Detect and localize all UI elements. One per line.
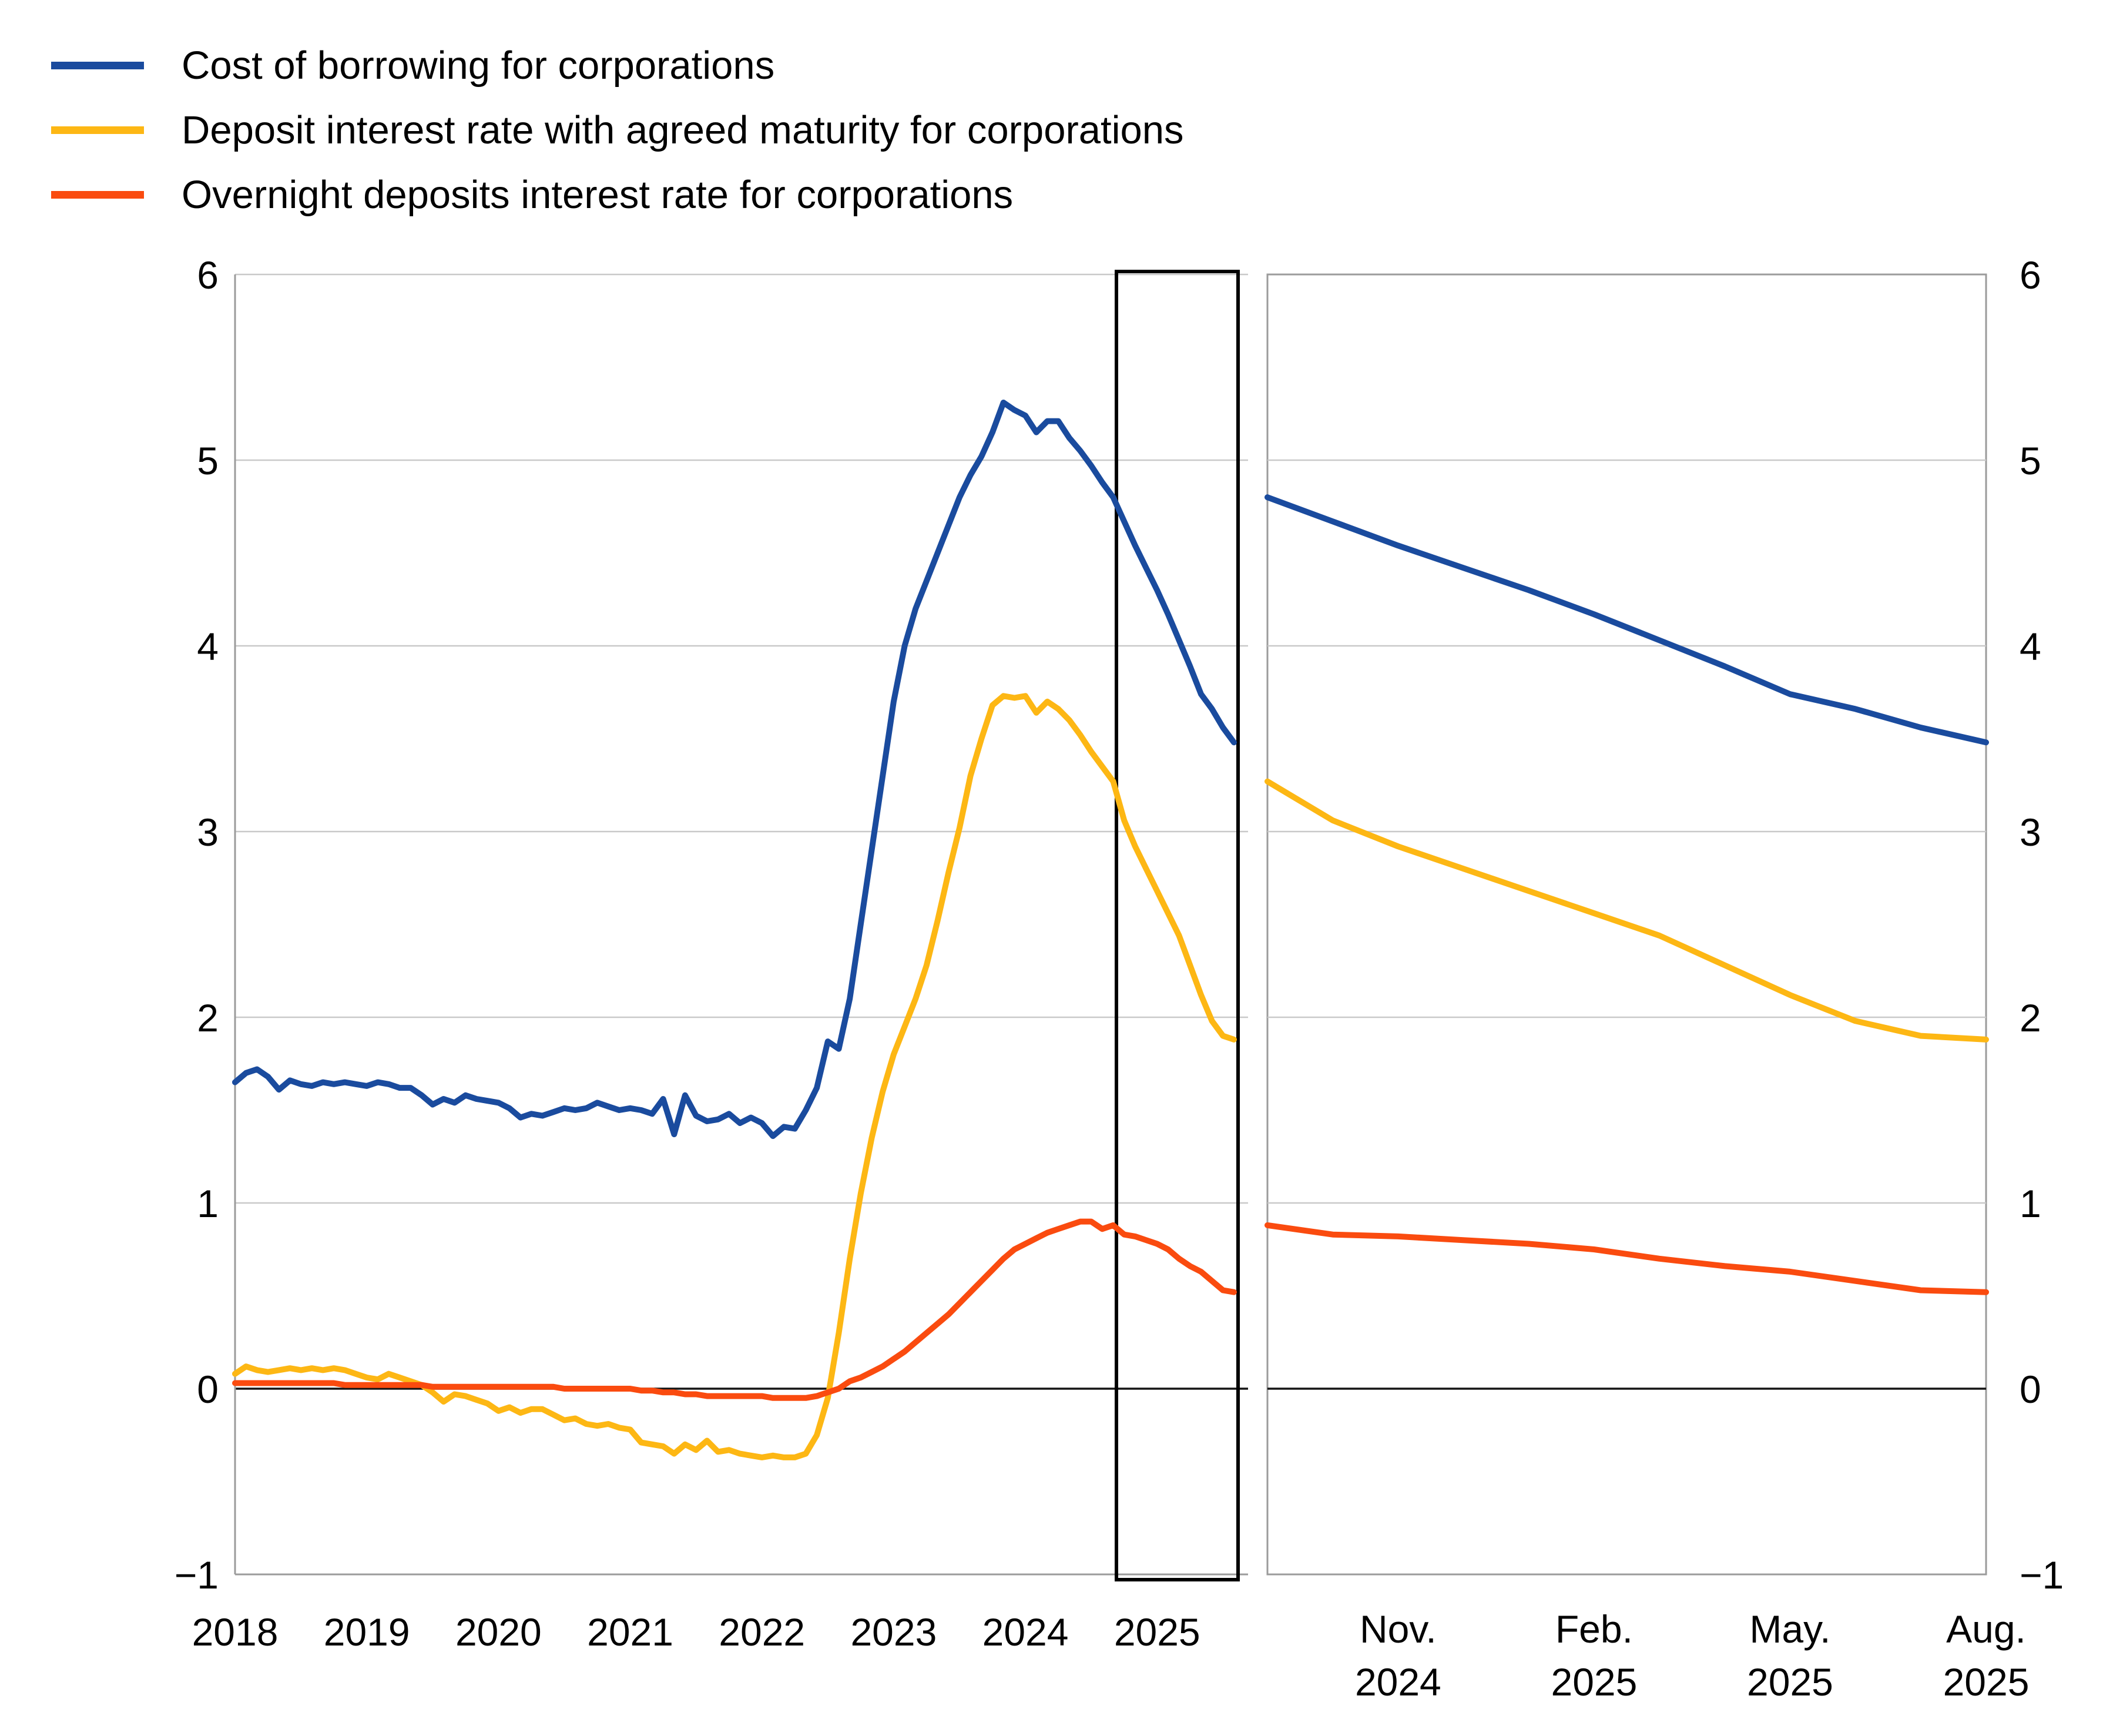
right-panel-border: [1266, 273, 1987, 1576]
y-tick-label-right: 2: [2020, 996, 2041, 1040]
legend-label: Deposit interest rate with agreed maturi…: [182, 108, 1184, 152]
y-tick-label-right: 3: [2020, 810, 2041, 854]
legend: Cost of borrowing for corporations Depos…: [51, 33, 1184, 227]
legend-label: Overnight deposits interest rate for cor…: [182, 172, 1014, 217]
y-tick-label-right: 1: [2020, 1182, 2041, 1225]
legend-item: Cost of borrowing for corporations: [51, 33, 1184, 98]
y-tick-label-right: 0: [2020, 1368, 2041, 1411]
y-tick-label-left: 3: [197, 810, 219, 854]
legend-swatch-yellow-line: [51, 126, 144, 134]
series-line-cost_of_borrowing-history: [232, 400, 1237, 1140]
legend-label: Cost of borrowing for corporations: [182, 43, 775, 88]
y-tick-label-left: 1: [197, 1182, 219, 1225]
y-tick-label-left: 2: [197, 996, 219, 1040]
series-line-cost_of_borrowing-zoom: [1265, 494, 1989, 746]
y-tick-label-left: 5: [197, 439, 219, 482]
y-tick-label-right: 4: [2020, 625, 2041, 668]
x-tick-label-year: 2022: [719, 1610, 805, 1654]
y-tick-label-left: 0: [197, 1368, 219, 1411]
series-line-overnight_deposits-history: [232, 1218, 1237, 1401]
x-tick-label-month: Feb. 2025: [1551, 1607, 1637, 1704]
x-tick-label-month: Aug. 2025: [1943, 1607, 2030, 1704]
x-tick-label-year: 2023: [850, 1610, 937, 1654]
x-tick-label-year: 2024: [982, 1610, 1069, 1654]
x-tick-label-year: 2025: [1114, 1610, 1200, 1654]
y-tick-label-right: 5: [2020, 439, 2041, 482]
x-tick-label-year: 2018: [192, 1610, 279, 1654]
x-tick-label-year: 2020: [455, 1610, 542, 1654]
highlight-box: [1115, 270, 1240, 1581]
x-tick-label-month: Nov. 2024: [1355, 1607, 1441, 1704]
x-tick-label-year: 2019: [324, 1610, 410, 1654]
y-tick-label-left: 4: [197, 625, 219, 668]
series-line-deposit_agreed_maturity-history: [232, 693, 1237, 1460]
legend-swatch-blue-line: [51, 61, 144, 69]
legend-swatch-red-line: [51, 190, 144, 199]
y-tick-label-left: −1: [175, 1553, 219, 1597]
x-tick-label-month: May. 2025: [1747, 1607, 1833, 1704]
legend-item: Overnight deposits interest rate for cor…: [51, 162, 1184, 227]
y-tick-label-right: −1: [2020, 1553, 2064, 1597]
series-line-overnight_deposits-zoom: [1265, 1222, 1989, 1295]
series-line-deposit_agreed_maturity-zoom: [1265, 778, 1989, 1043]
y-tick-label-left: 6: [197, 253, 219, 297]
legend-item: Deposit interest rate with agreed maturi…: [51, 98, 1184, 162]
x-tick-label-year: 2021: [587, 1610, 673, 1654]
y-tick-label-right: 6: [2020, 253, 2041, 297]
